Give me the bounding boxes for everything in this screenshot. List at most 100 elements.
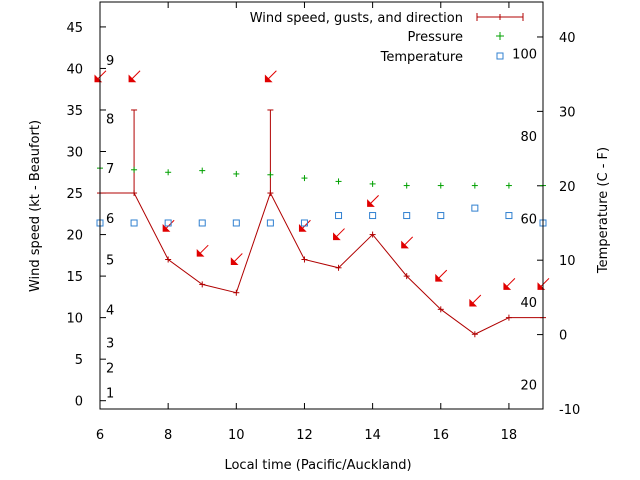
y-left-tick-label: 10 (66, 312, 83, 327)
y-left-tick-label: 15 (66, 270, 83, 285)
pressure-point (233, 170, 240, 177)
wind-direction-arrow (333, 228, 345, 241)
y-axis-label-right: Temperature (C - F) (596, 147, 611, 274)
wind-speed-point (403, 273, 410, 280)
wind-speed-point (199, 281, 206, 288)
beaufort-label: 5 (106, 253, 114, 268)
legend: Wind speed, gusts, and direction Pressur… (250, 11, 524, 65)
wind-direction-arrow (435, 269, 448, 282)
temperature-point (335, 212, 343, 220)
wind-direction-arrow (298, 219, 311, 232)
temperature-point (505, 212, 513, 220)
wind-speed-point (437, 306, 444, 313)
x-tick-label: 8 (164, 428, 172, 443)
beaufort-label: 2 (106, 361, 114, 376)
temperature-point (471, 204, 479, 212)
data-series (94, 70, 550, 338)
wind-direction-arrow (196, 244, 209, 257)
pressure-point (165, 169, 172, 176)
x-tick-label: 12 (296, 428, 313, 443)
wind-speed-point (267, 190, 274, 197)
wind-speed-point (369, 231, 376, 238)
wind-direction-arrow (367, 194, 379, 207)
pressure-point (369, 180, 376, 187)
beaufort-label: 7 (106, 162, 114, 177)
y-left-tick-label: 30 (66, 146, 83, 161)
legend-swatch-pressure (496, 32, 504, 40)
y-right-tick-label: 40 (559, 31, 576, 46)
y-left-tick-label: 45 (66, 21, 83, 36)
pressure-point (131, 166, 138, 173)
y-right-tick-label: -10 (559, 403, 580, 418)
plot-frame (99, 1, 544, 410)
x-tick-label: 14 (364, 428, 381, 443)
wind-direction-arrow (128, 70, 141, 83)
wind-direction-arrow (264, 70, 277, 83)
wind-speed-point (301, 256, 308, 263)
fahrenheit-label: 40 (520, 296, 537, 311)
x-tick-label: 16 (432, 428, 449, 443)
y-left-tick-label: 25 (66, 187, 83, 202)
pressure-point (199, 167, 206, 174)
pressure-point (335, 178, 342, 185)
legend-label-pressure: Pressure (407, 30, 463, 45)
legend-label-wind: Wind speed, gusts, and direction (250, 11, 463, 26)
temperature-point (437, 212, 445, 220)
x-tick-label: 18 (501, 428, 518, 443)
temperature-point (369, 212, 377, 220)
temperature-point (198, 219, 206, 227)
temperature-point (232, 219, 240, 227)
beaufort-label: 6 (106, 212, 114, 227)
pressure-point (505, 182, 512, 189)
wind-direction-arrow (230, 253, 243, 265)
wind-speed-point (335, 264, 342, 271)
beaufort-label: 4 (106, 303, 114, 318)
y-left-tick-label: 5 (75, 353, 83, 368)
x-axis-label: Local time (Pacific/Auckland) (224, 458, 411, 473)
pressure-point (437, 182, 444, 189)
pressure-point (403, 182, 410, 189)
beaufort-label: 9 (106, 54, 114, 69)
fahrenheit-label: 100 (512, 47, 537, 62)
y-left-tick-label: 0 (75, 395, 83, 410)
wind-direction-arrow (162, 219, 175, 232)
fahrenheit-label: 60 (520, 213, 537, 228)
x-tick-label: 10 (228, 428, 245, 443)
y-right-tick-label: 0 (559, 329, 567, 344)
y-right-tick-label: 10 (559, 254, 576, 269)
y-axis-label-left: Wind speed (kt - Beaufort) (28, 120, 43, 292)
x-tick-label: 6 (96, 428, 104, 443)
wind-direction-arrow (401, 236, 414, 249)
fahrenheit-label: 80 (520, 130, 537, 145)
legend-label-temperature: Temperature (380, 50, 463, 65)
wind-direction-arrow (503, 278, 516, 290)
beaufort-label: 1 (106, 386, 114, 401)
wind-speed-point (131, 190, 138, 197)
beaufort-label: 8 (106, 112, 114, 127)
y-right-tick-label: 30 (559, 105, 576, 120)
tick-labels: 6 8 10 12 14 16 18051015202530354045-100102030… (66, 21, 580, 443)
temperature-point (164, 219, 172, 227)
legend-swatch-wind (476, 13, 524, 21)
y-right-tick-label: 20 (559, 180, 576, 195)
temperature-point (266, 219, 274, 227)
pressure-point (267, 171, 274, 178)
wind-direction-arrow (469, 294, 482, 307)
wind-speed-line (100, 191, 543, 335)
wind-speed-point (505, 314, 512, 321)
wind-speed-point (471, 331, 478, 338)
pressure-point (471, 182, 478, 189)
pressure-point (301, 175, 308, 182)
y-left-tick-label: 20 (66, 229, 83, 244)
beaufort-label: 3 (106, 337, 114, 352)
wind-speed-point (165, 256, 172, 263)
temperature-point (403, 212, 411, 220)
y-left-tick-label: 35 (66, 104, 83, 119)
temperature-point (300, 219, 308, 227)
wind-speed-point (233, 289, 240, 296)
fahrenheit-label: 20 (520, 378, 537, 393)
legend-swatch-temperature (496, 52, 504, 60)
y-left-tick-label: 40 (66, 62, 83, 77)
temperature-point (130, 219, 138, 227)
